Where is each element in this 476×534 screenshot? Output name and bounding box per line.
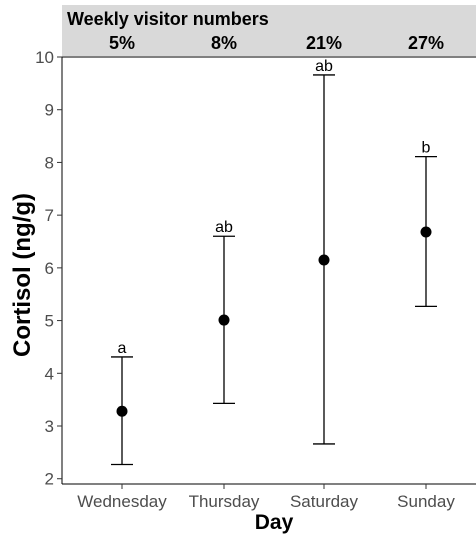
- significance-letter: a: [118, 340, 127, 357]
- x-tick-label-saturday: Saturday: [290, 492, 359, 511]
- significance-letter: ab: [315, 58, 333, 75]
- y-axis-title: Cortisol (ng/g): [9, 193, 36, 357]
- x-tick-label-wednesday: Wednesday: [77, 492, 167, 511]
- data-point: [318, 254, 330, 266]
- y-tick-label: 2: [45, 470, 54, 489]
- strip-value: 27%: [408, 33, 444, 53]
- data-point: [420, 226, 432, 238]
- data-point: [218, 314, 230, 326]
- significance-letter: b: [422, 140, 431, 157]
- strip-values: 5% 8% 21% 27%: [109, 33, 444, 53]
- y-tick-label: 5: [45, 312, 54, 331]
- x-ticks: Wednesday Thursday Saturday Sunday: [77, 484, 455, 511]
- strip-value: 8%: [211, 33, 237, 53]
- x-axis-title: Day: [255, 511, 294, 534]
- significance-letter: ab: [215, 219, 233, 236]
- x-tick-label-sunday: Sunday: [397, 492, 455, 511]
- y-tick-label: 7: [45, 206, 54, 225]
- y-tick-label: 3: [45, 417, 54, 436]
- plot-panel: [61, 56, 476, 485]
- strip-value: 5%: [109, 33, 135, 53]
- strip-background: [62, 5, 476, 56]
- y-tick-label: 9: [45, 101, 54, 120]
- strip-label: Weekly visitor numbers: [67, 9, 269, 29]
- y-tick-label: 10: [35, 48, 54, 67]
- data-marks: a ab ab b: [111, 58, 437, 466]
- y-tick-label: 6: [45, 259, 54, 278]
- data-point: [116, 405, 128, 417]
- x-tick-label-thursday: Thursday: [189, 492, 260, 511]
- y-tick-label: 8: [45, 153, 54, 172]
- y-tick-label: 4: [45, 364, 54, 383]
- strip-value: 21%: [306, 33, 342, 53]
- y-ticks: 2 3 4 5 6 7 8 9 10: [35, 48, 62, 489]
